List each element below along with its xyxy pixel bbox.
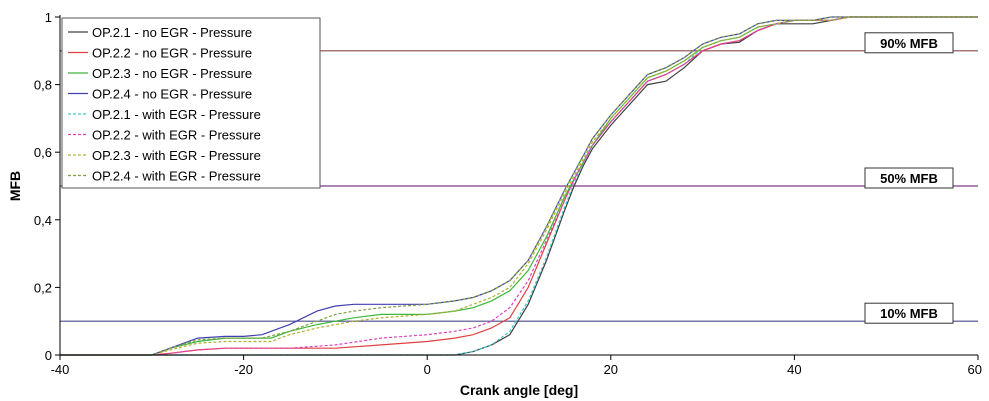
y-tick-label: 0,4 [34,213,52,228]
reference-label-1: 50% MFB [864,167,954,189]
legend-label-3: OP.2.4 - no EGR - Pressure [92,87,252,102]
x-tick-label: 20 [604,362,618,377]
legend-label-7: OP.2.4 - with EGR - Pressure [92,169,261,184]
legend-label-6: OP.2.3 - with EGR - Pressure [92,148,261,163]
reference-label-box [864,302,954,324]
x-tick-label: 60 [968,362,982,377]
legend-label-0: OP.2.1 - no EGR - Pressure [92,25,252,40]
reference-label-box [864,167,954,189]
x-tick-label: 0 [424,362,431,377]
y-tick-label: 0,2 [34,280,52,295]
x-tick-label: -40 [51,362,70,377]
series-line-3 [60,16,978,356]
reference-label-text: 90% MFB [880,36,938,51]
reference-label-box [864,32,954,54]
axes [55,15,979,360]
y-tick-label: 1 [45,10,52,25]
reference-label-0: 90% MFB [864,32,954,54]
y-tick-label: 0 [45,348,52,363]
x-tick-label: 40 [787,362,801,377]
reference-label-2: 10% MFB [864,302,954,324]
legend-label-1: OP.2.2 - no EGR - Pressure [92,46,252,61]
reference-label-text: 50% MFB [880,171,938,186]
legend-label-2: OP.2.3 - no EGR - Pressure [92,66,252,81]
y-tick-label: 0,8 [34,78,52,93]
y-axis-title: MFB [7,171,23,201]
reference-label-text: 10% MFB [880,306,938,321]
y-tick-label: 0,6 [34,145,52,160]
legend-box [61,17,321,189]
legend-label-4: OP.2.1 - with EGR - Pressure [92,107,261,122]
x-axis-title: Crank angle [deg] [460,382,578,398]
series-line-7 [60,16,978,356]
tick-labels: -40 -20 0 20 40 60 0 0,2 0,4 0,6 0,8 1 [34,10,982,377]
x-tick-label: -20 [234,362,253,377]
legend: OP.2.1 - no EGR - Pressure OP.2.2 - no EG… [61,17,321,189]
reference-labels: 90% MFB 50% MFB 10% MFB [864,32,954,324]
legend-label-5: OP.2.2 - with EGR - Pressure [92,128,261,143]
